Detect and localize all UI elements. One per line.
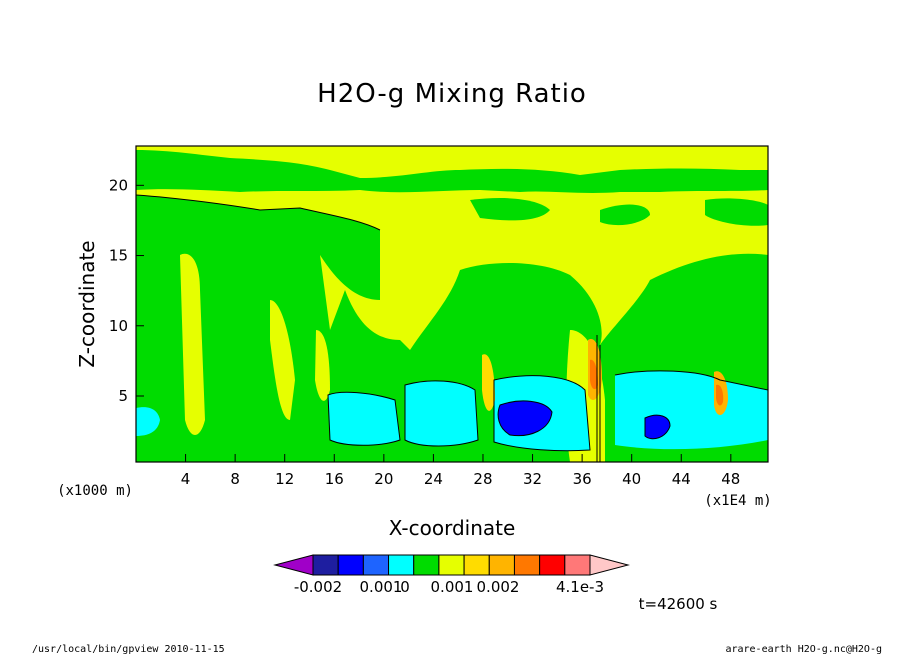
chart-title: H2O-g Mixing Ratio [317,79,587,109]
time-label: t=42600 s [639,595,718,613]
y-tick-label: 15 [109,247,128,265]
upper-green-band [136,150,768,193]
colorbar-label: -0.002 [294,578,342,596]
footer-right-note: arare-earth_H2O-g.nc@H2O-g [725,644,882,654]
y-axis-label: Z-coordinate [75,240,99,367]
colorbar-segment [312,554,339,576]
colorbar-label: 0.002 [477,578,520,596]
colorbar [273,554,630,576]
yellow-streak [270,300,295,420]
x-unit-right: (x1E4 m) [704,493,771,509]
x-tick-label: 48 [721,470,740,488]
contour-fill [136,150,768,462]
y-tick-label: 5 [118,387,128,405]
colorbar-label: 0 [400,578,410,596]
x-tick-label: 40 [622,470,641,488]
x-unit-left: (x1000 m) [57,483,133,499]
x-tick-label: 24 [424,470,443,488]
colorbar-segment [488,554,515,576]
cyan-region [328,392,400,446]
colorbar-segment [438,554,465,576]
x-tick-label: 12 [275,470,294,488]
blue-core [498,400,552,436]
yellow-tower [482,354,495,411]
cyan-region [405,380,478,446]
green-patch [600,204,650,226]
x-tick-label: 28 [473,470,492,488]
y-ticks: 5 10 15 20 [109,176,144,405]
colorbar-segment [388,554,415,576]
x-tick-label: 16 [325,470,344,488]
colorbar-segment [413,554,440,576]
x-axis-label: X-coordinate [389,516,516,540]
colorbar-segment [337,554,364,576]
x-tick-label: 20 [374,470,393,488]
x-tick-label: 32 [523,470,542,488]
y-tick-label: 20 [109,176,128,194]
colorbar-segment [513,554,541,576]
plot-frame [135,145,769,463]
colorbar-segment [362,554,390,576]
y-tick-label: 10 [109,317,128,335]
green-region [136,195,768,462]
x-tick-label: 4 [181,470,191,488]
green-patch [470,198,550,221]
colorbar-segment [564,554,591,576]
x-tick-label: 8 [230,470,240,488]
colorbar-under-arrow [273,554,314,576]
colorbar-label: 4.1e-3 [556,578,604,596]
colorbar-label: 0.001 [431,578,474,596]
green-patch [705,198,768,226]
x-tick-label: 36 [573,470,592,488]
blue-core [645,415,670,439]
colorbar-over-arrow [589,554,630,576]
x-ticks: 4 8 12 16 20 24 28 32 36 40 44 48 [181,454,740,488]
colorbar-label: 0.001 [360,578,403,596]
colorbar-segment [539,554,566,576]
yellow-streak [315,330,330,401]
footer-left-note: /usr/local/bin/gpview 2010-11-15 [32,644,225,654]
cyan-region [136,407,160,436]
colorbar-segment [463,554,490,576]
yellow-streak [180,253,205,435]
x-tick-label: 44 [672,470,691,488]
orange-core [716,384,724,406]
orange-core [590,359,598,390]
